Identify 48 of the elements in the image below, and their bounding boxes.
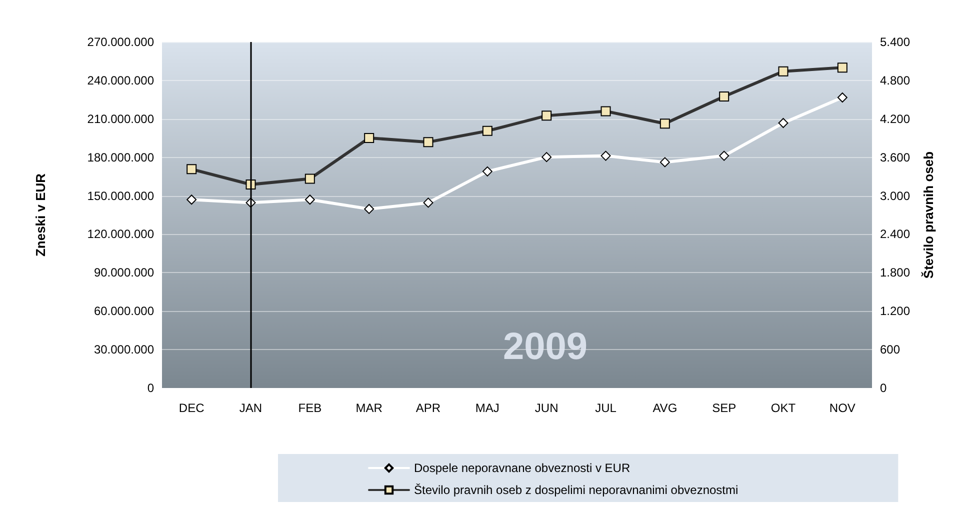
annotation: 2009 [503, 326, 588, 368]
point [660, 157, 670, 168]
y-tick-label: 240.000.000 [87, 73, 154, 88]
y2-tick-label: 3.600 [880, 150, 910, 164]
y-tick-label: 150.000.000 [87, 188, 154, 203]
x-tick-label: AVG [652, 401, 678, 415]
point [482, 166, 492, 176]
x-tick-label: MAR [356, 401, 383, 415]
x-tick-label: DEC [178, 401, 205, 415]
y2-tick-label: 600 [880, 342, 900, 357]
x-tick-label: NOV [829, 401, 856, 415]
point [542, 152, 552, 162]
y-tick-label: 0 [147, 381, 154, 395]
y2-tick-label: 1.800 [880, 266, 910, 280]
x-tick-label: FEB [298, 401, 322, 415]
y-tick-label: 60.000.000 [94, 304, 154, 318]
y2-tick-label: 4.200 [880, 112, 910, 126]
point [778, 118, 788, 128]
y-tick-label: 180.000.000 [87, 150, 154, 164]
y-tick-label: 270.000.000 [87, 35, 154, 49]
point [719, 150, 730, 161]
x-tick-label: JUN [534, 401, 558, 415]
y-axis-title: Zneski v EUR [33, 172, 48, 257]
point [423, 198, 434, 208]
y2-tick-label: 4.800 [880, 73, 910, 88]
y2-tick-label: 0 [880, 381, 887, 395]
legend-label: Število pravnih oseb z dospelimi neporavnanimi obveznostmi [414, 483, 738, 497]
point [186, 194, 197, 205]
y-tick-label: 90.000.000 [94, 266, 154, 280]
point [600, 150, 611, 161]
x-tick-label: JUL [595, 401, 617, 415]
y-tick-label: 120.000.000 [87, 227, 154, 242]
legend-label: Dospele neporavnane obveznosti v EUR [414, 461, 630, 475]
point [837, 92, 848, 102]
x-tick-label: OKT [770, 401, 796, 415]
y2-tick-label: 2.400 [880, 227, 910, 242]
x-tick-label: MAJ [475, 401, 500, 415]
x-tick-label: SEP [712, 401, 736, 415]
x-tick-label: JAN [239, 401, 262, 415]
point [364, 204, 374, 214]
y-tick-label: 210.000.000 [87, 112, 154, 126]
y2-axis-title: Število pravnih oseb [921, 151, 936, 279]
y-tick-label: 30.000.000 [94, 342, 154, 357]
y2-tick-label: 5.400 [880, 35, 910, 49]
x-tick-label: APR [416, 401, 441, 415]
point [304, 194, 315, 205]
y2-tick-label: 1.200 [880, 304, 910, 318]
y2-tick-label: 3.000 [880, 188, 910, 203]
